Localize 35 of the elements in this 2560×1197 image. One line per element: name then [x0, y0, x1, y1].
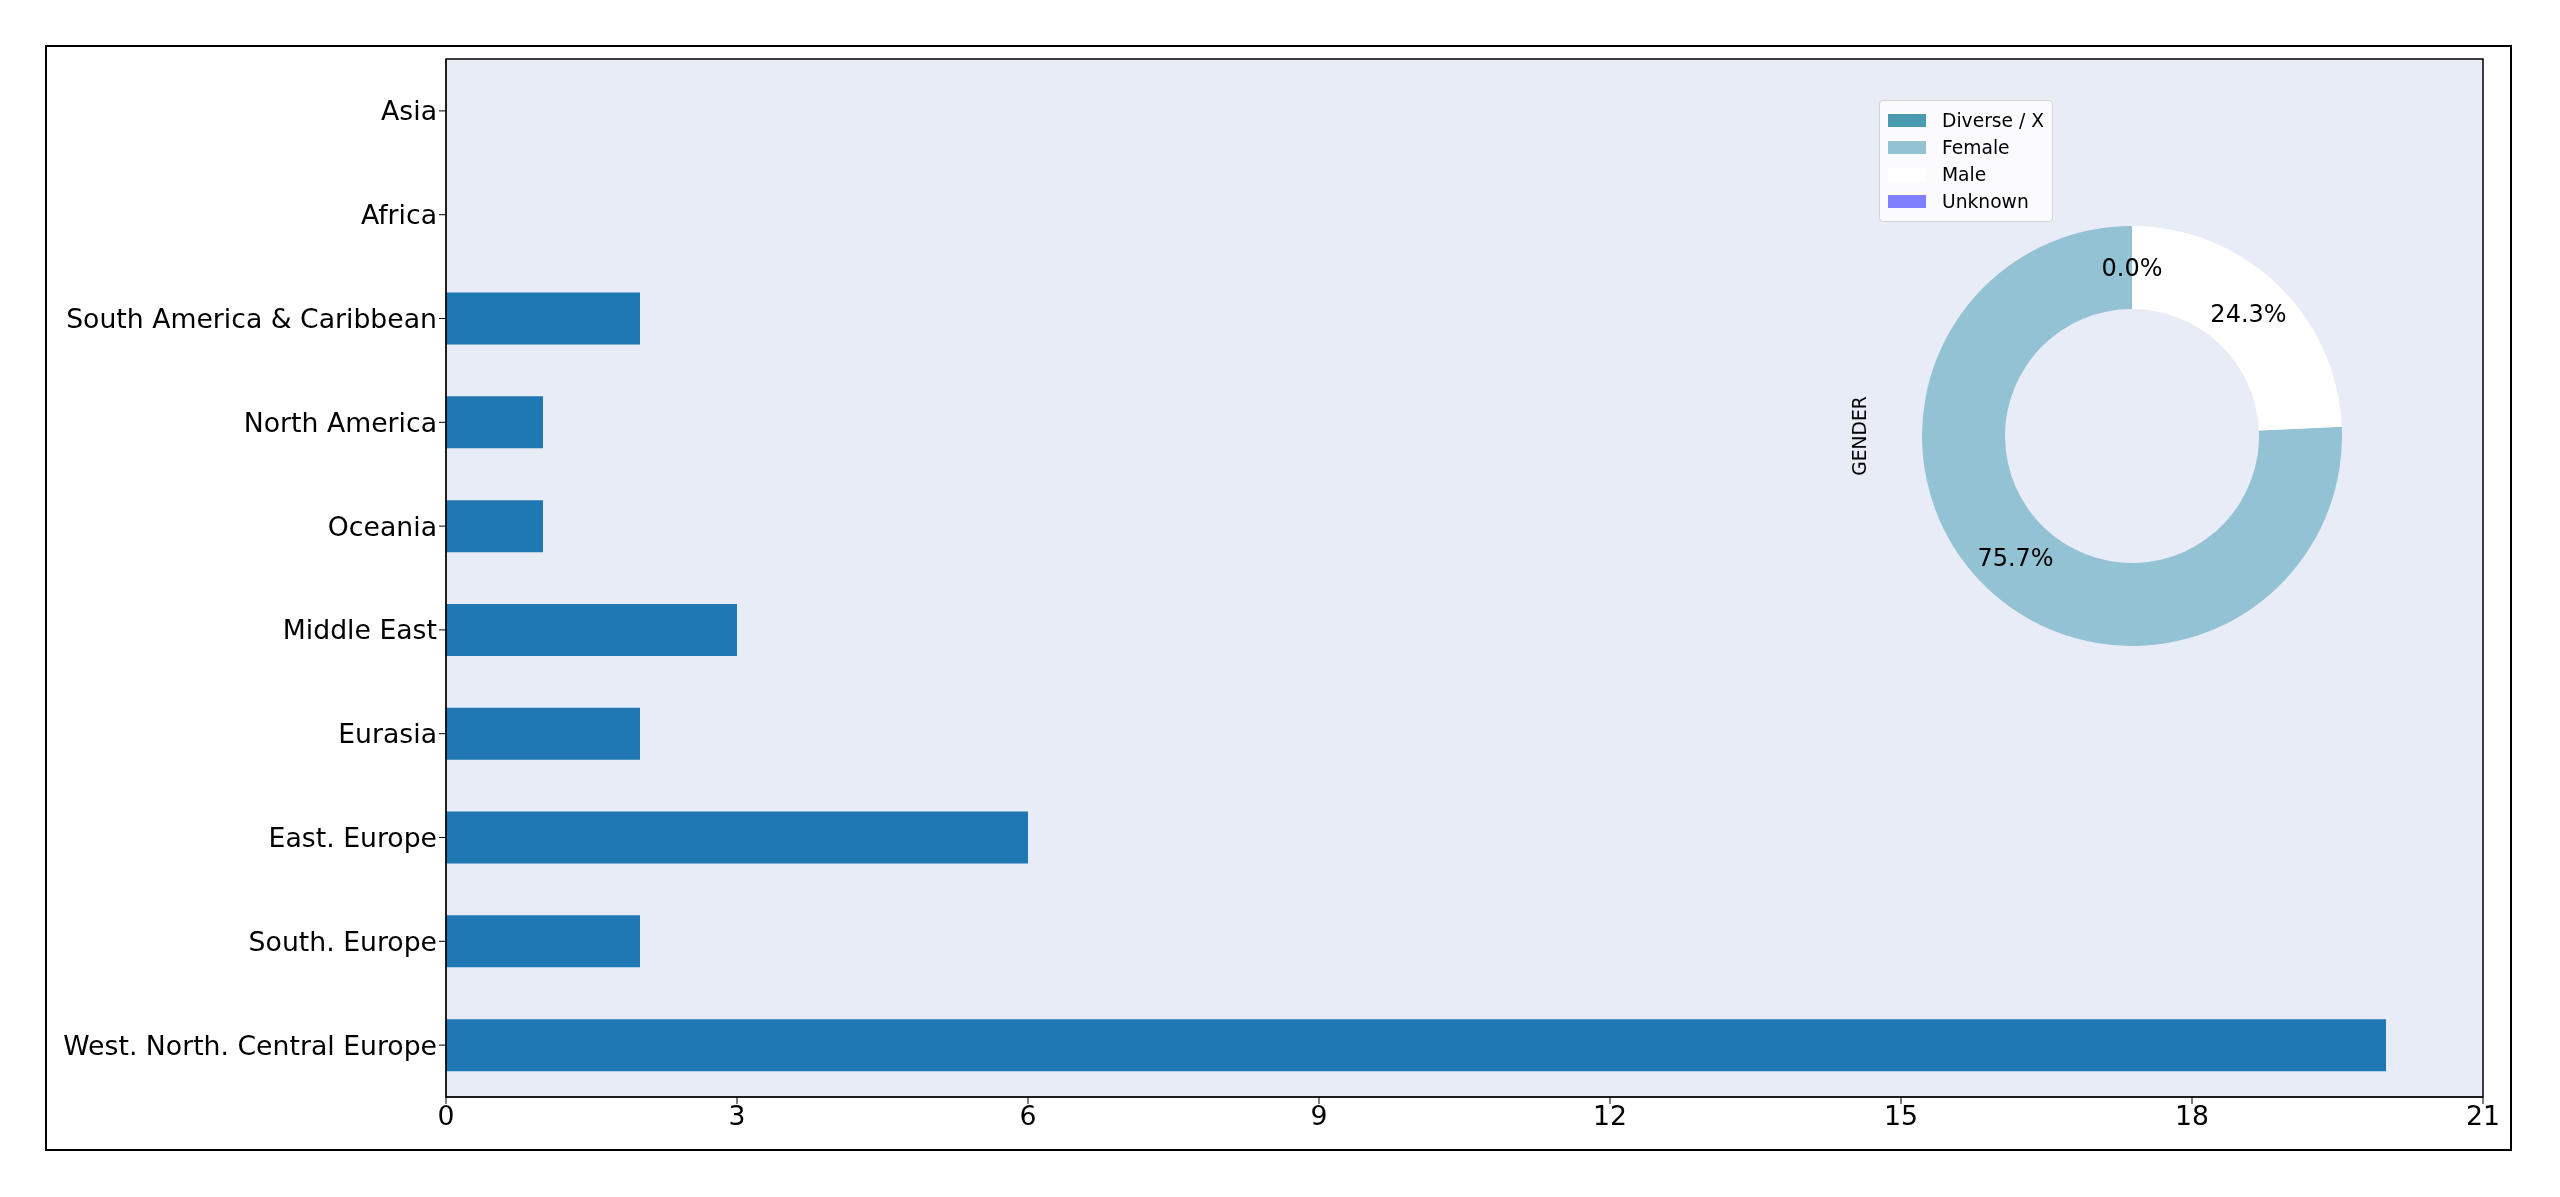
y-tick-label: Eurasia	[338, 718, 437, 750]
y-tick-label: East. Europe	[268, 821, 437, 853]
legend-label: Female	[1942, 137, 2010, 158]
donut-slice	[1922, 226, 2342, 646]
y-tick-label: South. Europe	[248, 925, 437, 957]
x-tick-label: 12	[1593, 1099, 1627, 1131]
y-tick-label: North America	[243, 406, 437, 438]
data-label: 24.3%	[2210, 300, 2287, 329]
y-tick-label: Africa	[360, 199, 437, 231]
bar	[446, 707, 640, 760]
y-tick-label: Middle East	[282, 614, 437, 646]
legend-label: Diverse / X	[1942, 110, 2045, 131]
x-tick-label: 21	[2466, 1099, 2500, 1131]
legend-label: Male	[1942, 164, 1987, 185]
bar	[446, 500, 543, 553]
x-tick-label: 9	[1310, 1099, 1328, 1131]
x-tick-label: 18	[2175, 1099, 2209, 1131]
bar	[446, 396, 543, 449]
x-tick-label: 6	[1019, 1099, 1037, 1131]
bar	[446, 811, 1028, 864]
y-tick-label: Asia	[381, 95, 437, 127]
bar	[446, 1019, 2386, 1072]
legend-label: Unknown	[1942, 191, 2029, 212]
y-tick-label: West. North. Central Europe	[63, 1029, 437, 1061]
bar	[446, 915, 640, 968]
text: GENDER	[1848, 396, 1870, 476]
text: 0.0%	[2101, 253, 2163, 282]
y-tick-label: Oceania	[327, 510, 437, 542]
y-tick-label: South America & Caribbean	[66, 302, 437, 334]
x-tick-label: 3	[728, 1099, 746, 1131]
x-tick-label: 0	[437, 1099, 455, 1131]
x-tick-label: 15	[1884, 1099, 1918, 1131]
bar	[446, 603, 737, 656]
data-label: 75.7%	[1977, 543, 2054, 572]
bar	[446, 292, 640, 345]
